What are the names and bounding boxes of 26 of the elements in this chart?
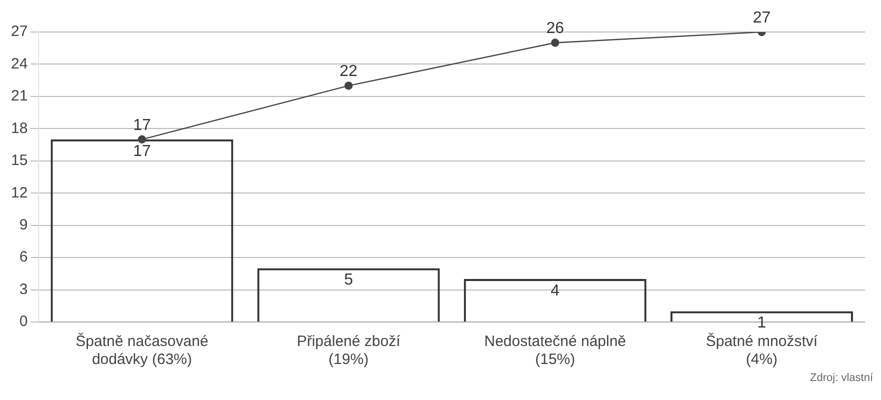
data-label: 5: [344, 272, 354, 289]
x-tick-label: Nedostatečné náplně (15%): [484, 333, 626, 368]
data-label: 17: [133, 116, 151, 134]
y-tick-label: 6: [19, 248, 28, 266]
data-label: 1: [757, 314, 766, 332]
point: [138, 135, 146, 144]
y-tick-label: 27: [10, 23, 28, 40]
point: [551, 38, 560, 47]
x-tick-label: Špatně načasované dodávky (63%): [76, 332, 208, 368]
y-tick-label: 12: [10, 184, 28, 202]
point: [344, 82, 353, 90]
x-tick-label: Připálené zboží (19%): [296, 333, 402, 368]
data-label: 22: [340, 63, 358, 80]
data-label: 17: [133, 142, 151, 160]
y-tick-label: 9: [19, 216, 28, 234]
data-label: 26: [546, 20, 564, 38]
y-tick-label: 0: [19, 313, 28, 330]
data-label: 4: [550, 282, 560, 300]
text: Zdroj: vlastní: [809, 372, 873, 384]
y-tick-label: 15: [10, 152, 28, 170]
y-tick-label: 18: [10, 120, 28, 137]
y-tick-label: 21: [10, 88, 28, 105]
x-tick-label: Špatné množství (4%): [706, 332, 818, 368]
y-tick-label: 3: [19, 280, 28, 298]
data-label: 27: [752, 9, 771, 26]
y-tick-label: 24: [10, 55, 28, 72]
